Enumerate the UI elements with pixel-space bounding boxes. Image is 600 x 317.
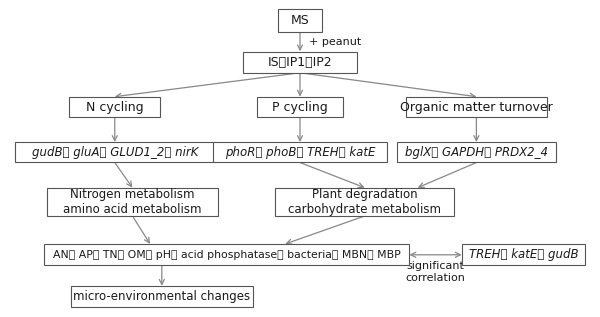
FancyBboxPatch shape	[275, 188, 454, 216]
Text: Organic matter turnover: Organic matter turnover	[400, 101, 553, 114]
Text: gudB、 gluA、 GLUD1_2、 nirK: gudB、 gluA、 GLUD1_2、 nirK	[32, 146, 198, 159]
Text: Plant degradation
carbohydrate metabolism: Plant degradation carbohydrate metabolis…	[288, 188, 441, 216]
Text: TREH、 katE、 gudB: TREH、 katE、 gudB	[469, 248, 578, 261]
Text: IS、IP1、IP2: IS、IP1、IP2	[268, 56, 332, 69]
Text: AN、 AP、 TN、 OM、 pH、 acid phosphatase、 bacteria、 MBN、 MBP: AN、 AP、 TN、 OM、 pH、 acid phosphatase、 ba…	[53, 250, 400, 260]
Text: + peanut: + peanut	[309, 37, 361, 47]
FancyBboxPatch shape	[44, 244, 409, 265]
Text: P cycling: P cycling	[272, 101, 328, 114]
Text: Nitrogen metabolism
amino acid metabolism: Nitrogen metabolism amino acid metabolis…	[63, 188, 202, 216]
FancyBboxPatch shape	[462, 244, 585, 265]
FancyBboxPatch shape	[257, 97, 343, 117]
FancyBboxPatch shape	[242, 52, 358, 73]
FancyBboxPatch shape	[278, 9, 322, 32]
FancyBboxPatch shape	[213, 142, 387, 162]
Text: phoR、 phoB、 TREH、 katE: phoR、 phoB、 TREH、 katE	[225, 146, 375, 159]
FancyBboxPatch shape	[71, 286, 253, 307]
Text: micro-environmental changes: micro-environmental changes	[73, 290, 250, 303]
Text: N cycling: N cycling	[86, 101, 143, 114]
Text: MS: MS	[290, 14, 310, 27]
FancyBboxPatch shape	[397, 142, 556, 162]
FancyBboxPatch shape	[69, 97, 160, 117]
FancyBboxPatch shape	[47, 188, 218, 216]
FancyBboxPatch shape	[406, 97, 547, 117]
Text: significant
correlation: significant correlation	[406, 261, 465, 283]
FancyBboxPatch shape	[15, 142, 215, 162]
Text: bglX、 GAPDH、 PRDX2_4: bglX、 GAPDH、 PRDX2_4	[405, 146, 548, 159]
